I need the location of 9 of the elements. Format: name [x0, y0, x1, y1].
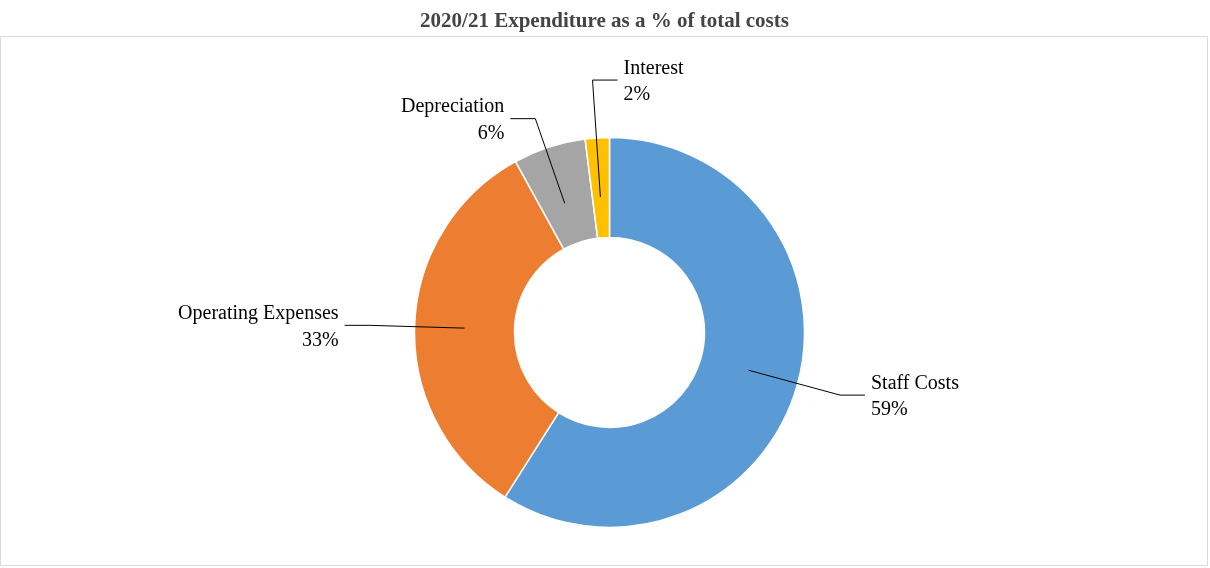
data-label: 6%	[477, 120, 505, 143]
slice-label: Staff Costs	[870, 370, 960, 393]
slice-label: Interest	[623, 55, 684, 78]
data-label: 2%	[623, 82, 651, 105]
slice-label: Operating Expenses	[178, 301, 339, 325]
chart-title: 2020/21 Expenditure as a % of total costs	[420, 7, 789, 32]
data-label: 59%	[870, 397, 908, 420]
data-label: 33%	[301, 327, 339, 350]
slice-label: Depreciation	[401, 94, 505, 118]
